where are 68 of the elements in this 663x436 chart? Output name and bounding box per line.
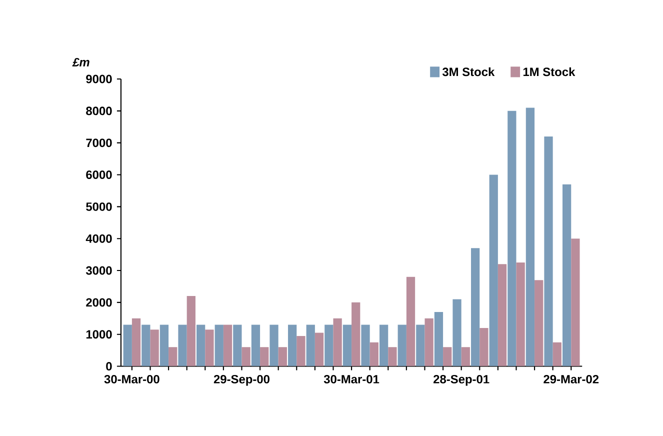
bar — [333, 318, 342, 366]
bar — [214, 324, 224, 366]
legend-label: 3M Stock — [442, 67, 495, 76]
bar — [461, 347, 470, 366]
bar — [314, 332, 324, 366]
bar — [205, 329, 214, 366]
bar — [186, 296, 196, 366]
bar — [306, 324, 315, 366]
x-tick-label: 29-Mar-02 — [544, 374, 599, 384]
y-tick-label: 8000 — [86, 106, 112, 116]
bar — [571, 238, 580, 366]
bar — [516, 262, 525, 366]
bar — [324, 324, 334, 366]
bar — [398, 324, 406, 366]
y-axis-title: £m — [72, 58, 90, 66]
bar — [443, 347, 452, 366]
bar — [296, 336, 306, 366]
bar — [270, 324, 278, 366]
bar — [150, 329, 159, 366]
bar — [508, 110, 516, 366]
bar — [223, 324, 232, 366]
bar — [251, 324, 260, 366]
y-tick-label: 1000 — [86, 330, 112, 338]
y-tick-label: 5000 — [86, 202, 112, 211]
y-tick-label: 2000 — [86, 298, 112, 307]
bar — [160, 324, 169, 366]
bar — [260, 347, 269, 366]
bar — [352, 302, 360, 366]
bar — [132, 318, 141, 366]
y-tick-label: 3000 — [86, 266, 112, 275]
bar — [196, 324, 206, 366]
x-tick-label: 28-Sep-01 — [434, 374, 490, 386]
bar — [242, 347, 250, 366]
bar — [526, 108, 535, 366]
bar — [552, 342, 562, 366]
bar — [342, 324, 352, 366]
bar — [370, 342, 378, 366]
y-tick-label: 6000 — [86, 170, 112, 179]
y-tick-label: 9000 — [86, 74, 112, 84]
bar — [434, 312, 444, 366]
bar — [534, 280, 544, 366]
bar — [288, 324, 297, 366]
bar — [233, 324, 242, 366]
y-tick-label: 4000 — [86, 234, 112, 243]
bar — [178, 324, 187, 366]
bar — [471, 248, 480, 366]
bar — [380, 324, 388, 366]
bar — [142, 324, 150, 366]
bar — [480, 328, 488, 366]
bar — [424, 318, 434, 366]
bar — [406, 276, 416, 366]
bar — [278, 347, 287, 366]
bar — [452, 299, 462, 366]
bar — [562, 184, 572, 366]
x-tick-label: 30-Mar-00 — [104, 374, 160, 384]
bar — [416, 324, 425, 366]
bar — [498, 264, 507, 366]
y-tick-label: 0 — [106, 362, 112, 370]
bar — [489, 174, 498, 366]
bar — [168, 347, 178, 366]
bar — [361, 324, 370, 366]
x-tick-label: 30-Mar-01 — [324, 374, 380, 384]
y-tick-label: 7000 — [86, 138, 112, 147]
bar — [388, 347, 397, 366]
bar — [123, 324, 132, 366]
bar — [544, 136, 553, 366]
x-tick-label: 29-Sep-00 — [214, 374, 270, 386]
legend-label: 1M Stock — [523, 67, 576, 76]
